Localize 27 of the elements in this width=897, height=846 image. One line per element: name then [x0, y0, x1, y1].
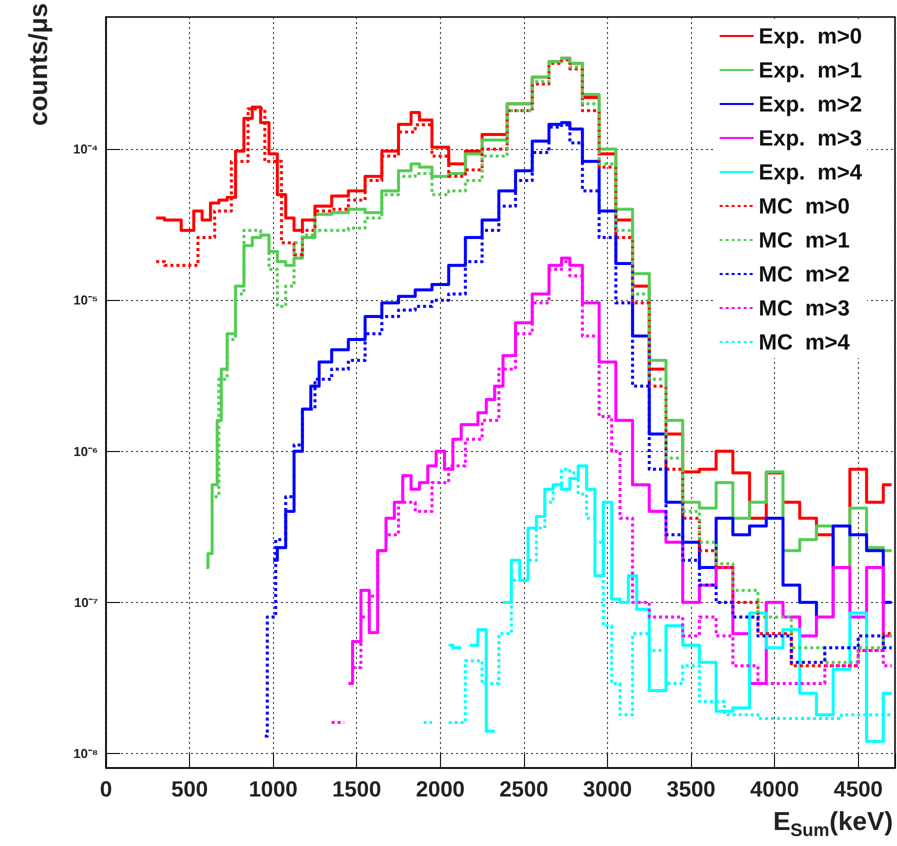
y-tick-label: 10⁻⁵ [73, 292, 98, 308]
legend-label: Exp. m>0 [758, 24, 862, 48]
legend-label: MC m>0 [758, 194, 850, 218]
x-tick-label: 2000 [416, 776, 465, 802]
y-tick-label: 10⁻⁶ [74, 444, 98, 459]
legend-label: Exp. m>3 [758, 126, 862, 150]
x-axis-title: E$_{Sum}$(keV) [773, 806, 893, 842]
legend-label: MC m>3 [758, 296, 850, 320]
y-tick-label: 10⁻⁸ [73, 746, 98, 761]
legend-label: MC m>2 [758, 262, 850, 286]
legend-label: Exp. m>4 [758, 160, 863, 184]
x-tick-label: 1500 [332, 776, 382, 802]
y-axis-title: counts/μs [23, 3, 53, 126]
legend-label: MC m>4 [758, 330, 851, 354]
x-tick-label: 3500 [666, 776, 716, 802]
x-tick-label: 2500 [499, 776, 548, 802]
x-tick-label: 500 [171, 776, 208, 802]
legend-label: MC m>1 [758, 228, 850, 252]
x-tick-label: 4000 [750, 776, 800, 802]
x-tick-label: 0 [100, 776, 112, 802]
legend-label: Exp. m>1 [758, 58, 862, 82]
y-tick-label: 10⁻⁷ [74, 594, 98, 610]
x-tick-label: 1000 [248, 776, 298, 802]
x-tick-label: 3000 [583, 776, 632, 802]
legend-label: Exp. m>2 [758, 92, 862, 116]
x-tick-label: 4500 [834, 776, 883, 802]
y-tick-label: 10⁻⁴ [73, 142, 98, 157]
